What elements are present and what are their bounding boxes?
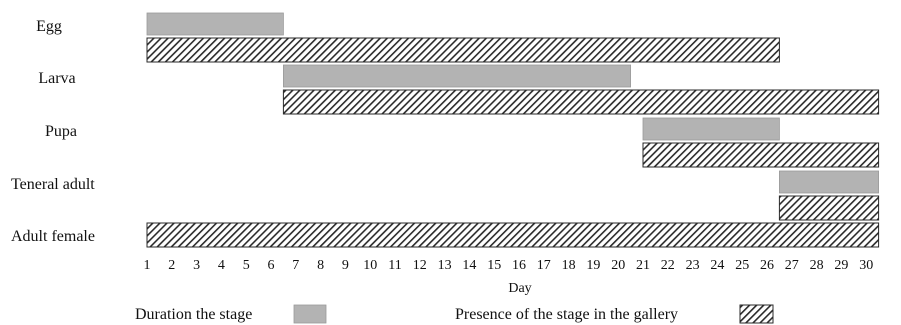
x-tick-label: 4 — [218, 258, 225, 273]
presence-bar-teneral-adult — [778, 195, 880, 221]
stage-labels: Egg Larva Pupa Teneral adult Adult female — [11, 18, 95, 245]
duration-bar-teneral-adult — [779, 170, 880, 194]
x-tick-label: 16 — [512, 258, 526, 273]
x-tick-label: 30 — [859, 258, 873, 273]
x-tick-label: 27 — [785, 258, 799, 273]
presence-bar-adult-female — [146, 222, 880, 248]
legend-label-duration: Duration the stage — [135, 306, 252, 323]
x-tick-label: 19 — [586, 258, 600, 273]
duration-bar-pupa — [642, 117, 780, 141]
x-tick-label: 22 — [661, 258, 675, 273]
x-tick-label: 20 — [611, 258, 625, 273]
presence-bar-pupa — [642, 142, 880, 168]
stage-label-teneral-adult: Teneral adult — [11, 176, 95, 193]
x-tick-label: 24 — [710, 258, 724, 273]
stage-label-egg: Egg — [36, 18, 62, 35]
x-tick-label: 17 — [537, 258, 551, 273]
x-tick-label: 5 — [243, 258, 250, 273]
x-tick-label: 28 — [810, 258, 824, 273]
legend-swatch-presence — [739, 304, 774, 324]
stage-label-larva: Larva — [38, 70, 75, 87]
x-tick-label: 13 — [438, 258, 452, 273]
stage-label-adult-female: Adult female — [11, 228, 95, 245]
presence-bar-egg — [146, 37, 780, 63]
stage-label-pupa: Pupa — [45, 123, 77, 140]
x-tick-label: 18 — [562, 258, 576, 273]
x-axis-title: Day — [508, 281, 531, 296]
bars-layer — [146, 12, 880, 248]
legend-label-presence: Presence of the stage in the gallery — [455, 306, 678, 323]
presence-bar-larva — [282, 89, 880, 115]
legend: Duration the stage Presence of the stage … — [135, 304, 774, 324]
duration-bar-larva — [282, 64, 632, 88]
x-tick-label: 29 — [834, 258, 848, 273]
duration-bar-egg — [146, 12, 284, 36]
x-tick-label: 10 — [363, 258, 377, 273]
x-tick-label: 1 — [144, 258, 151, 273]
x-tick-label: 8 — [317, 258, 324, 273]
x-tick-label: 21 — [636, 258, 650, 273]
x-tick-label: 11 — [388, 258, 401, 273]
x-tick-label: 9 — [342, 258, 349, 273]
x-tick-label: 6 — [268, 258, 275, 273]
x-tick-label: 14 — [462, 258, 476, 273]
x-tick-label: 25 — [735, 258, 749, 273]
x-tick-label: 3 — [193, 258, 200, 273]
legend-swatch-duration — [293, 304, 327, 324]
x-tick-label: 2 — [168, 258, 175, 273]
x-tick-label: 12 — [413, 258, 427, 273]
x-axis-tick-labels: 1 2 3 4 5 6 7 8 9 10 11 12 13 14 15 16 17 18 19 20 21 22 23 24 2… — [144, 258, 874, 273]
x-tick-label: 15 — [487, 258, 501, 273]
x-tick-label: 26 — [760, 258, 774, 273]
x-tick-label: 23 — [686, 258, 700, 273]
x-tick-label: 7 — [292, 258, 299, 273]
